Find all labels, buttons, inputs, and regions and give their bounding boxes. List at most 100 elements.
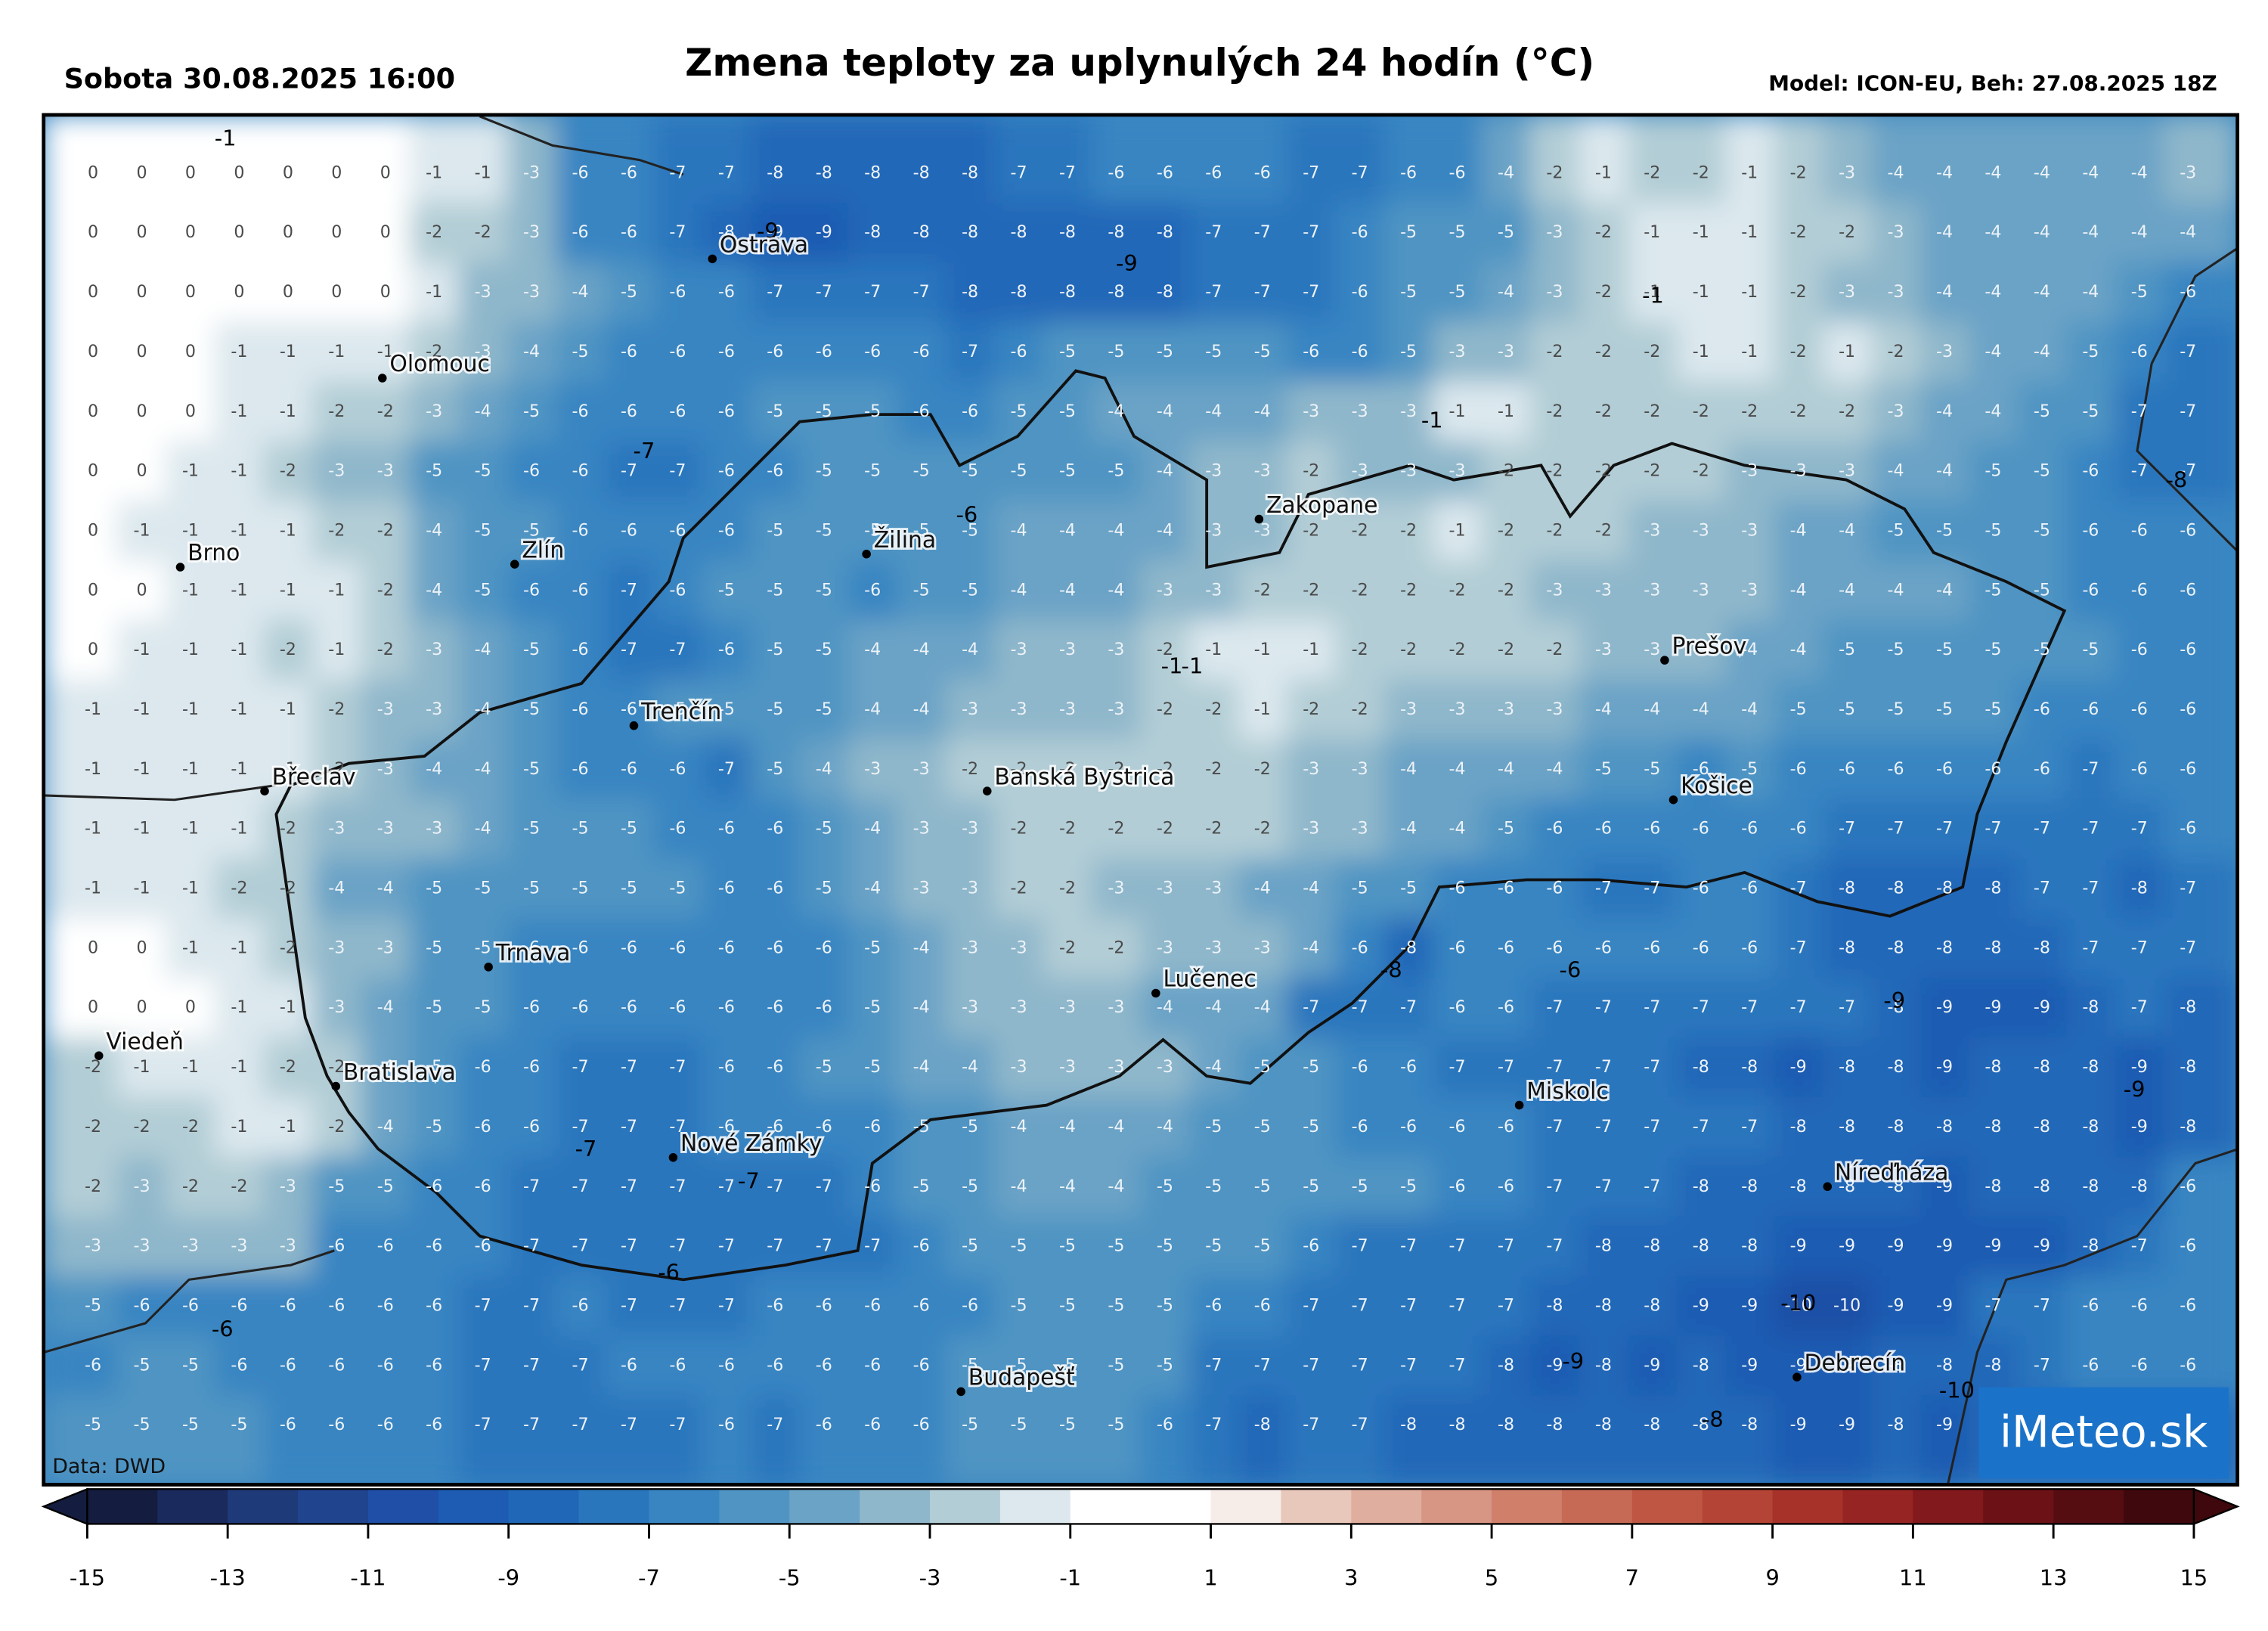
field-cell: [1043, 1037, 1093, 1098]
grid-value: -5: [2034, 461, 2050, 481]
grid-value: -7: [1303, 1415, 1319, 1434]
colorbar-bin: [367, 1489, 439, 1524]
grid-value: -5: [1108, 1236, 1124, 1256]
grid-value: -4: [1644, 699, 1660, 719]
field-cell: [1092, 620, 1142, 681]
city-label: Olomouc: [389, 351, 490, 377]
grid-value: -6: [669, 402, 686, 421]
grid-value: -5: [864, 997, 881, 1017]
grid-value: -6: [377, 1295, 394, 1315]
field-cell: [215, 262, 265, 323]
city-dot: [1151, 988, 1160, 998]
grid-value: 0: [234, 222, 244, 242]
grid-value: -5: [2034, 640, 2050, 659]
colorbar-bin: [87, 1489, 159, 1524]
grid-value: -7: [2131, 461, 2148, 481]
field-cell: [604, 1037, 655, 1098]
field-cell: [1919, 978, 1970, 1039]
field-cell: [1433, 203, 1483, 264]
field-cell: [2164, 114, 2238, 204]
field-cell: [409, 978, 460, 1039]
field-cell: [1383, 381, 1434, 442]
grid-value: -6: [2082, 461, 2099, 481]
grid-value: -6: [718, 1355, 735, 1375]
grid-value: -8: [1790, 1117, 1807, 1136]
grid-value: -5: [1303, 1177, 1319, 1196]
grid-value: -1: [182, 879, 199, 898]
grid-value: -2: [280, 461, 296, 481]
grid-value: -6: [669, 997, 686, 1017]
field-cell: [1919, 114, 1970, 204]
field-cell: [1238, 262, 1287, 323]
grid-value: -5: [718, 699, 735, 719]
grid-value: -2: [426, 342, 442, 361]
grid-value: -8: [913, 163, 930, 182]
field-cell: [507, 114, 557, 204]
field-cell: [1919, 560, 1970, 622]
field-cell: [994, 262, 1044, 323]
city-dot: [510, 560, 519, 569]
field-cell: [361, 501, 411, 562]
grid-value: -9: [816, 222, 832, 242]
grid-value: -8: [1741, 1057, 1758, 1077]
field-cell: [263, 322, 314, 383]
grid-value: -8: [2082, 1236, 2099, 1256]
grid-value: -7: [767, 1177, 783, 1196]
grid-value: -7: [621, 1057, 637, 1077]
field-cell: [897, 1156, 947, 1217]
field-cell: [1092, 114, 1142, 204]
field-cell: [43, 739, 119, 800]
city-label: Košice: [1681, 773, 1752, 799]
grid-value: 0: [380, 222, 391, 242]
field-cell: [945, 560, 996, 622]
field-cell: [604, 1097, 655, 1158]
field-cell: [1774, 739, 1823, 800]
field-cell: [117, 798, 167, 860]
field-cell: [1628, 1156, 1678, 1217]
colorbar-tick-label: -3: [919, 1565, 941, 1591]
grid-value: -4: [1108, 520, 1124, 540]
grid-value: -7: [816, 1177, 832, 1196]
grid-value: -3: [377, 759, 394, 779]
grid-value: -6: [1888, 759, 1904, 779]
field-cell: [2017, 918, 2068, 979]
grid-value: -5: [426, 461, 442, 481]
field-cell: [215, 560, 265, 622]
field-cell: [361, 739, 411, 800]
field-cell: [653, 1156, 703, 1217]
grid-value: -6: [718, 640, 735, 659]
field-cell: [2017, 858, 2068, 919]
grid-value: -7: [2082, 879, 2099, 898]
field-cell: [1140, 441, 1191, 502]
field-cell: [1969, 381, 2019, 442]
field-cell: [1628, 1097, 1678, 1158]
field-cell: [312, 918, 362, 979]
grid-value: 0: [185, 222, 196, 242]
colorbar-tick-label: -9: [497, 1565, 519, 1591]
grid-value: 0: [185, 342, 196, 361]
grid-value: -9: [767, 222, 783, 242]
grid-value: -1: [1693, 342, 1709, 361]
grid-value: -3: [182, 1236, 199, 1256]
field-cell: [847, 501, 898, 562]
grid-value: -6: [2131, 759, 2148, 779]
field-cell: [312, 798, 362, 860]
city-dot: [331, 1081, 340, 1091]
grid-value: -5: [572, 819, 589, 839]
field-cell: [2017, 680, 2068, 740]
grid-value: -4: [1059, 1177, 1076, 1196]
grid-value: -4: [1984, 163, 2001, 182]
field-cell: [945, 322, 996, 383]
field-cell: [1238, 680, 1287, 740]
field-cell: [897, 858, 947, 919]
grid-value: -2: [1157, 759, 1173, 779]
field-cell: [1286, 978, 1337, 1039]
grid-value: -7: [1205, 1355, 1222, 1375]
field-cell: [1335, 680, 1385, 740]
field-cell: [361, 1276, 411, 1337]
field-cell: [409, 501, 460, 562]
grid-value: -4: [1449, 759, 1466, 779]
grid-value: -2: [328, 520, 345, 540]
field-cell: [1092, 1335, 1142, 1397]
grid-value: -5: [1741, 759, 1758, 779]
